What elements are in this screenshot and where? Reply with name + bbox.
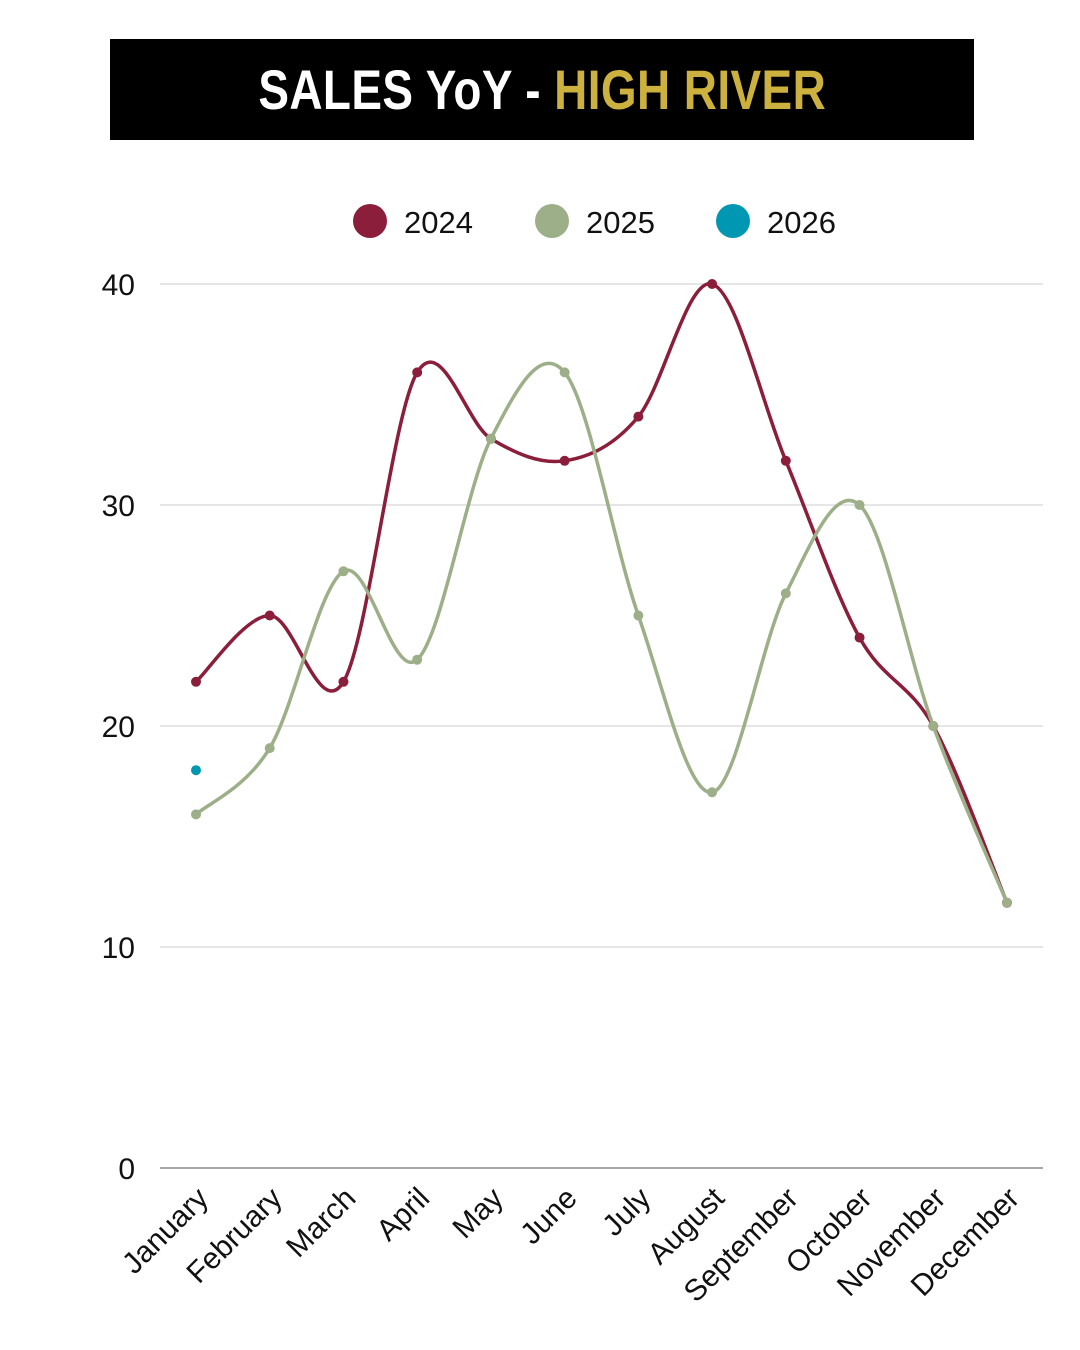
data-point-2024	[854, 632, 865, 643]
x-tick-label: May	[446, 1182, 509, 1245]
data-point-2024	[264, 610, 275, 621]
x-tick-label: July	[596, 1182, 657, 1243]
y-tick-label: 40	[102, 269, 135, 302]
title-prefix: SALES YoY -	[258, 58, 554, 121]
data-point-2025	[707, 787, 718, 798]
data-point-2025	[633, 610, 644, 621]
data-point-2025	[412, 654, 423, 665]
data-point-2025	[1002, 897, 1012, 908]
legend-label-2025: 2025	[586, 205, 655, 240]
data-point-2025	[264, 743, 275, 754]
title-banner: SALES YoY - HIGH RIVER	[110, 39, 974, 140]
data-point-2026	[191, 765, 201, 776]
data-point-2025	[854, 500, 865, 510]
y-tick-label: 0	[118, 1153, 135, 1186]
data-point-2024	[633, 411, 644, 422]
data-point-2024	[338, 676, 349, 687]
series-line-2025	[194, 361, 1009, 904]
data-point-2025	[559, 367, 570, 378]
y-tick-label: 20	[102, 711, 135, 744]
title-accent: HIGH RIVER	[553, 58, 826, 121]
series-line-2024	[194, 282, 1009, 904]
data-point-2025	[338, 566, 349, 577]
legend-label-2026: 2026	[767, 205, 836, 240]
y-tick-label: 10	[102, 932, 135, 965]
x-tick-label: March	[280, 1182, 362, 1264]
x-tick-label: June	[514, 1182, 583, 1251]
legend-label-2024: 2024	[404, 205, 473, 240]
data-point-2024	[191, 676, 201, 687]
data-point-2024	[780, 455, 791, 466]
data-point-2025	[928, 721, 939, 731]
data-point-2025	[191, 809, 201, 820]
y-tick-label: 30	[102, 490, 135, 523]
chart-title: SALES YoY - HIGH RIVER	[258, 57, 826, 122]
x-tick-label: April	[370, 1182, 436, 1248]
data-point-2024	[559, 455, 570, 466]
legend-marker-2024	[353, 204, 387, 238]
data-point-2025	[780, 588, 791, 599]
data-point-2024	[412, 367, 423, 378]
legend-marker-2025	[535, 204, 569, 238]
data-point-2025	[485, 433, 496, 444]
data-point-2024	[707, 279, 718, 289]
legend-marker-2026	[716, 204, 750, 238]
